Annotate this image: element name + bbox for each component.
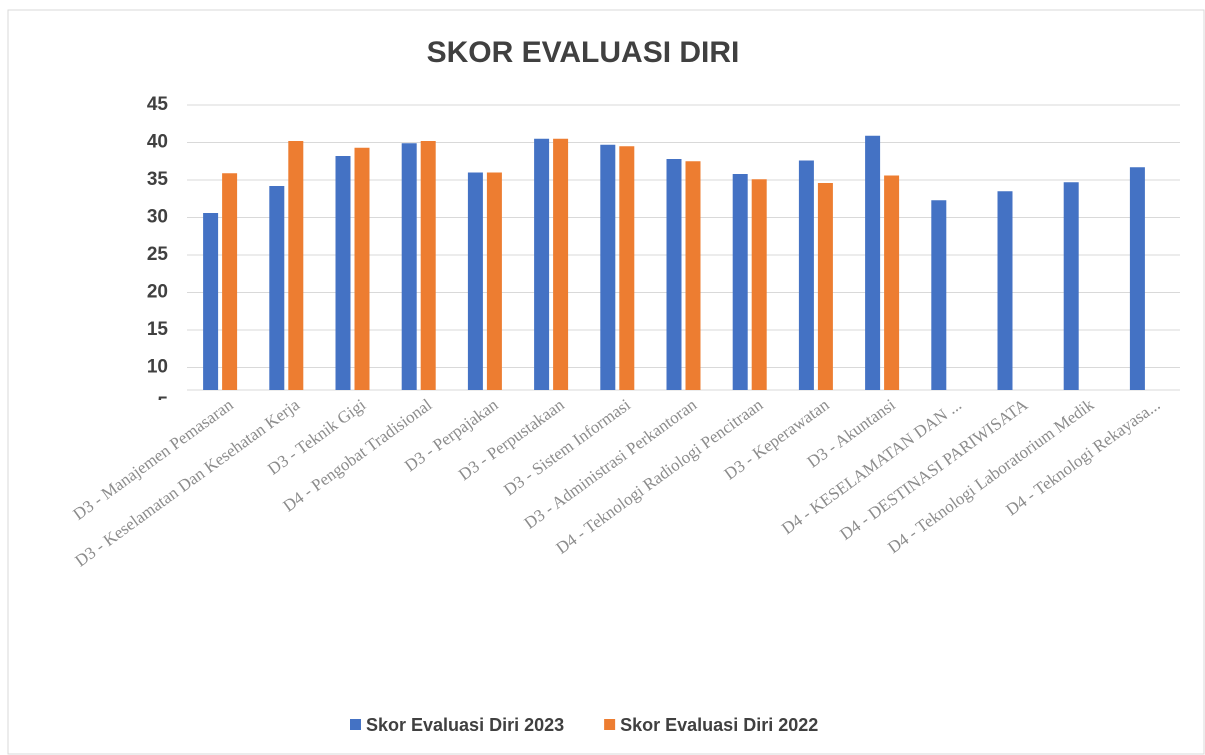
legend-label: Skor Evaluasi Diri 2023 bbox=[366, 715, 564, 735]
bar bbox=[666, 159, 682, 390]
chart-title: SKOR EVALUASI DIRI bbox=[427, 36, 740, 69]
bar bbox=[553, 138, 569, 390]
bar bbox=[884, 175, 900, 390]
bar bbox=[467, 172, 483, 390]
bar bbox=[269, 186, 285, 390]
bar bbox=[732, 174, 748, 390]
bar bbox=[997, 191, 1013, 390]
y-tick-label: 30 bbox=[147, 207, 168, 228]
bar bbox=[751, 179, 767, 390]
y-axis: 5 10 15 20 25 30 35 40 45 bbox=[147, 94, 169, 415]
y-tick-label: 5 bbox=[157, 394, 168, 415]
y-tick-label: 25 bbox=[147, 244, 169, 265]
bar bbox=[865, 135, 881, 390]
y-tick-label: 35 bbox=[147, 169, 169, 190]
bar bbox=[354, 147, 370, 390]
bar bbox=[798, 160, 814, 390]
bar bbox=[685, 161, 701, 390]
bar bbox=[401, 143, 417, 390]
y-tick-label: 40 bbox=[147, 132, 168, 153]
bar bbox=[288, 141, 304, 390]
bar bbox=[534, 138, 550, 390]
y-tick-label: 10 bbox=[147, 357, 168, 378]
bar bbox=[1129, 167, 1145, 390]
y-tick-label: 15 bbox=[147, 319, 169, 340]
bar bbox=[420, 141, 436, 390]
y-tick-label: 45 bbox=[147, 94, 169, 115]
legend-swatch bbox=[350, 719, 361, 730]
bar bbox=[203, 213, 219, 390]
y-tick-label: 20 bbox=[147, 282, 168, 303]
bar bbox=[335, 156, 351, 390]
bar bbox=[600, 144, 616, 390]
legend-label: Skor Evaluasi Diri 2022 bbox=[620, 715, 818, 735]
bar bbox=[222, 173, 238, 390]
bar bbox=[619, 146, 635, 390]
bar bbox=[931, 200, 947, 390]
legend-swatch bbox=[604, 719, 616, 730]
bar bbox=[1063, 182, 1079, 390]
bar bbox=[817, 183, 833, 390]
bar bbox=[486, 172, 502, 390]
